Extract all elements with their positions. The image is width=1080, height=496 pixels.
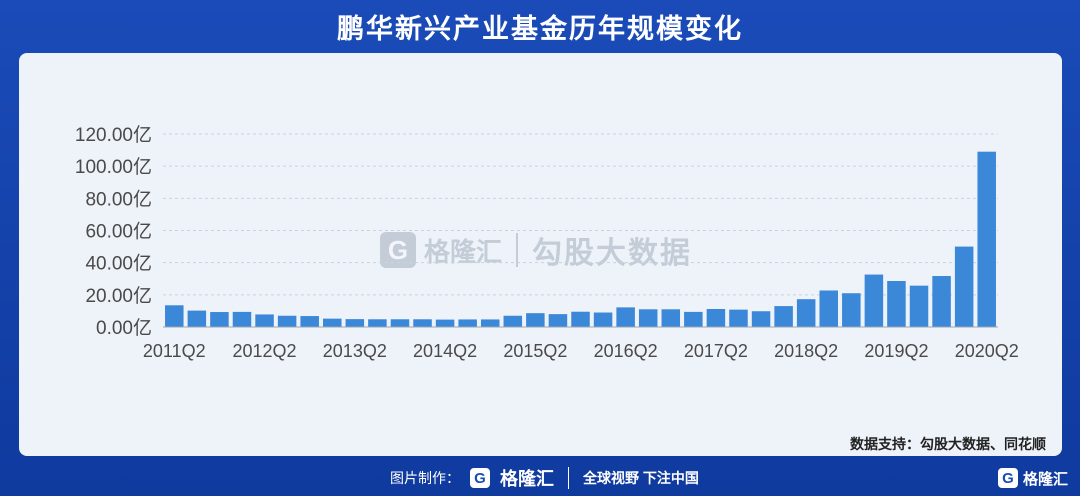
y-tick-label: 80.00亿	[85, 188, 152, 210]
x-tick-label: 2017Q2	[684, 341, 748, 361]
chart-title: 鹏华新兴产业基金历年规模变化	[337, 13, 743, 44]
y-tick-label: 0.00亿	[96, 317, 152, 339]
bar-2011Q2	[165, 305, 184, 327]
watermark-separator	[516, 233, 519, 267]
x-tick-label: 2014Q2	[413, 341, 477, 361]
bar-2017Q1	[684, 311, 703, 327]
bar-2020Q1	[954, 246, 974, 327]
bar-2018Q3	[819, 290, 838, 327]
y-tick-label: 60.00亿	[85, 221, 152, 243]
watermark-logo-icon: G	[380, 232, 416, 268]
watermark: G 格隆汇 勾股大数据	[380, 230, 692, 270]
bar-2013Q2	[345, 319, 365, 327]
chart-panel	[19, 53, 1062, 456]
bar-2019Q4	[932, 276, 951, 327]
bar-2018Q1	[774, 306, 793, 327]
bar-2012Q3	[277, 315, 297, 327]
bar-2016Q2	[616, 307, 635, 327]
bar-2017Q2	[706, 308, 726, 327]
y-tick-label: 40.00亿	[85, 253, 152, 275]
bar-2019Q1	[864, 274, 884, 327]
bar-2019Q3	[909, 285, 929, 327]
bar-2012Q4	[300, 316, 319, 327]
footer-logo-icon: G	[470, 468, 490, 488]
x-tick-label: 2020Q2	[955, 341, 1019, 361]
bar-2014Q3	[458, 319, 477, 327]
x-tick-label: 2012Q2	[233, 341, 297, 361]
footer-credit: 图片制作： G 格隆汇 全球视野 下注中国	[390, 460, 699, 496]
bar-2016Q3	[638, 309, 658, 327]
bar-2014Q4	[480, 319, 500, 327]
y-axis-ticks: 120.00亿 100.00亿 80.00亿 60.00亿 40.00亿 20.00亿 0.…	[75, 124, 152, 339]
bar-2016Q1	[593, 312, 613, 327]
bar-2017Q3	[729, 309, 748, 327]
bar-2019Q2	[887, 281, 906, 327]
bar-2011Q3	[187, 310, 207, 327]
bar-2015Q3	[548, 314, 568, 327]
y-tick-label: 20.00亿	[85, 285, 152, 307]
footer-slogan: 全球视野 下注中国	[583, 470, 699, 486]
watermark-text: 勾股大数据	[532, 237, 693, 270]
x-tick-label: 2019Q2	[864, 341, 928, 361]
y-tick-label: 100.00亿	[75, 156, 152, 178]
bar-2013Q4	[390, 319, 410, 327]
bar-2018Q4	[842, 293, 861, 327]
footer-right-brand-text: 格隆汇	[1022, 470, 1068, 488]
x-tick-label: 2013Q2	[323, 341, 387, 361]
bar-2014Q2	[435, 319, 455, 327]
gridlines	[163, 133, 998, 296]
bar-2017Q4	[751, 311, 771, 327]
bar-2020Q2	[977, 151, 996, 327]
bar-2011Q4	[210, 312, 229, 327]
x-tick-label: 2018Q2	[774, 341, 838, 361]
bar-2013Q1	[323, 318, 342, 327]
bar-2015Q2	[526, 313, 545, 327]
footer: 图片制作： G 格隆汇 全球视野 下注中国 G 格隆汇	[0, 460, 1080, 496]
footer-brand: 格隆汇	[500, 469, 554, 489]
bar-2012Q1	[232, 311, 252, 327]
bar-2014Q1	[413, 319, 432, 327]
bar-2015Q4	[571, 311, 590, 327]
footer-separator	[568, 467, 569, 489]
y-tick-label: 120.00亿	[75, 124, 152, 146]
bar-2016Q4	[661, 309, 681, 327]
x-axis-ticks: 2011Q2 2012Q2 2013Q2 2014Q2 2015Q2 2016Q2 2017…	[143, 341, 1019, 361]
bar-2018Q2	[796, 299, 816, 327]
bars	[165, 151, 996, 327]
x-tick-label: 2015Q2	[503, 341, 567, 361]
footer-made-by: 图片制作：	[390, 470, 460, 486]
x-tick-label: 2016Q2	[594, 341, 658, 361]
bar-2012Q2	[255, 314, 274, 327]
bar-2015Q1	[503, 315, 523, 327]
footer-right-logo-icon: G	[997, 468, 1018, 488]
bar-2013Q3	[368, 319, 387, 327]
watermark-brand: 格隆汇	[424, 236, 503, 267]
footer-right-brand: G 格隆汇	[997, 460, 1068, 496]
x-tick-label: 2011Q2	[143, 341, 206, 361]
data-source: 数据支持：勾股大数据、同花顺	[850, 436, 1046, 452]
